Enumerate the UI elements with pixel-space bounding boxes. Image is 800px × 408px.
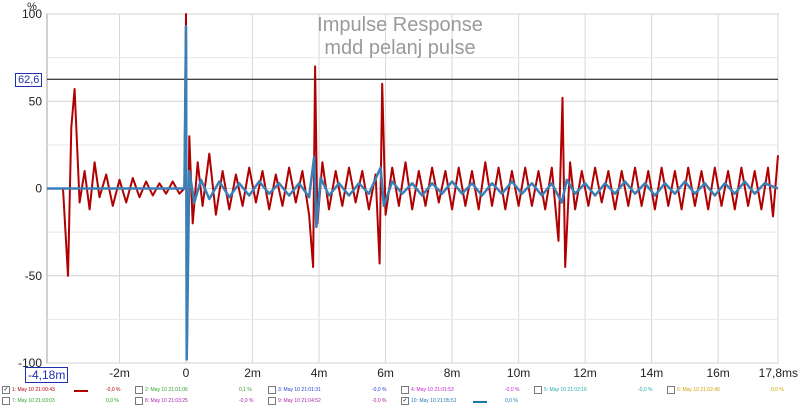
series-line-2 <box>47 24 779 361</box>
legend-checkbox[interactable]: ✓ <box>2 385 10 394</box>
legend-label: 8: May 10 21:03:25 <box>145 398 188 404</box>
legend-item[interactable]: ✓ 1: May 10 21:00:43 -0,0 % <box>2 385 133 396</box>
legend-value: -0,0 % <box>638 387 653 393</box>
x-tick-label: 4m <box>311 366 328 380</box>
legend-label: 4: May 10 21:01:53 <box>411 387 454 393</box>
x-tick-label: 10m <box>507 366 530 380</box>
legend-item[interactable]: 2: May 10 21:01:06 0,1 % <box>135 385 266 396</box>
legend-item[interactable]: ✓ 10: May 10 21:05:51 0,0 % <box>401 396 532 407</box>
legend-value: -0,0 % <box>372 387 387 393</box>
legend-value: -0,0 % <box>372 398 387 404</box>
x-tick-label: 16m <box>706 366 729 380</box>
legend-item[interactable]: 9: May 10 21:04:52 -0,0 % <box>268 396 399 407</box>
legend-item[interactable]: 6: May 10 21:02:40 0,0 % <box>667 385 798 396</box>
y-axis-label: % <box>27 1 37 13</box>
legend-checkbox[interactable] <box>135 396 143 405</box>
legend-label: 5: May 10 21:02:16 <box>544 387 587 393</box>
legend-label: 7: May 10 21:03:03 <box>12 398 55 404</box>
chart-title: Impulse Response <box>317 14 483 36</box>
x-tick-label: 12m <box>573 366 596 380</box>
x-tick-label: 2m <box>244 366 261 380</box>
legend-item[interactable]: 5: May 10 21:02:16 -0,0 % <box>534 385 665 396</box>
x-tick-label: 6m <box>377 366 394 380</box>
cursor-x-readout: -4,18m <box>25 367 69 383</box>
legend-label: 3: May 10 21:01:31 <box>278 387 321 393</box>
legend-checkbox[interactable] <box>401 385 409 394</box>
x-tick-label: 17,8ms <box>759 366 798 380</box>
legend-label: 2: May 10 21:01:06 <box>145 387 188 393</box>
legend-value: 0,0 % <box>106 398 119 404</box>
y-tick-label: 0 <box>35 182 42 196</box>
x-tick-label: 8m <box>444 366 461 380</box>
legend-label: 1: May 10 21:00:43 <box>12 387 55 393</box>
y-tick-label: -100 <box>18 356 42 370</box>
legend-checkbox[interactable]: ✓ <box>401 396 409 405</box>
legend-checkbox[interactable] <box>268 396 276 405</box>
legend-value: -0,0 % <box>239 398 254 404</box>
legend-item[interactable]: 4: May 10 21:01:53 -0,0 % <box>401 385 532 396</box>
y-tick-label: 100 <box>22 7 42 21</box>
legend-checkbox[interactable] <box>534 385 542 394</box>
legend-value: 0,0 % <box>771 387 784 393</box>
x-tick-label: 14m <box>640 366 663 380</box>
legend-item[interactable]: 7: May 10 21:03:03 0,0 % <box>2 396 133 407</box>
legend-label: 6: May 10 21:02:40 <box>677 387 720 393</box>
legend-value: 0,1 % <box>239 387 252 393</box>
legend-value: 0,0 % <box>505 398 518 404</box>
x-tick-label: 0 <box>183 366 190 380</box>
legend-label: 9: May 10 21:04:52 <box>278 398 321 404</box>
legend-value: -0,0 % <box>505 387 520 393</box>
y-tick-label: 50 <box>29 94 43 108</box>
legend-swatch <box>473 401 487 403</box>
legend-item[interactable]: 8: May 10 21:03:25 -0,0 % <box>135 396 266 407</box>
y-tick-label: -50 <box>25 269 43 283</box>
chart-subtitle: mdd pelanj pulse <box>324 37 476 59</box>
legend-checkbox[interactable] <box>2 396 10 405</box>
legend-checkbox[interactable] <box>268 385 276 394</box>
legend-swatch <box>74 390 88 392</box>
legend-item[interactable]: 3: May 10 21:01:31 -0,0 % <box>268 385 399 396</box>
legend-value: -0,0 % <box>106 387 121 393</box>
legend-label: 10: May 10 21:05:51 <box>411 398 457 404</box>
legend-checkbox[interactable] <box>667 385 675 394</box>
legend: ✓ 1: May 10 21:00:43 -0,0 % 2: May 10 21:01… <box>0 383 800 407</box>
x-tick-label: -2m <box>109 366 130 380</box>
legend-checkbox[interactable] <box>135 385 143 394</box>
cursor-y-readout: 62,6 <box>15 73 43 87</box>
